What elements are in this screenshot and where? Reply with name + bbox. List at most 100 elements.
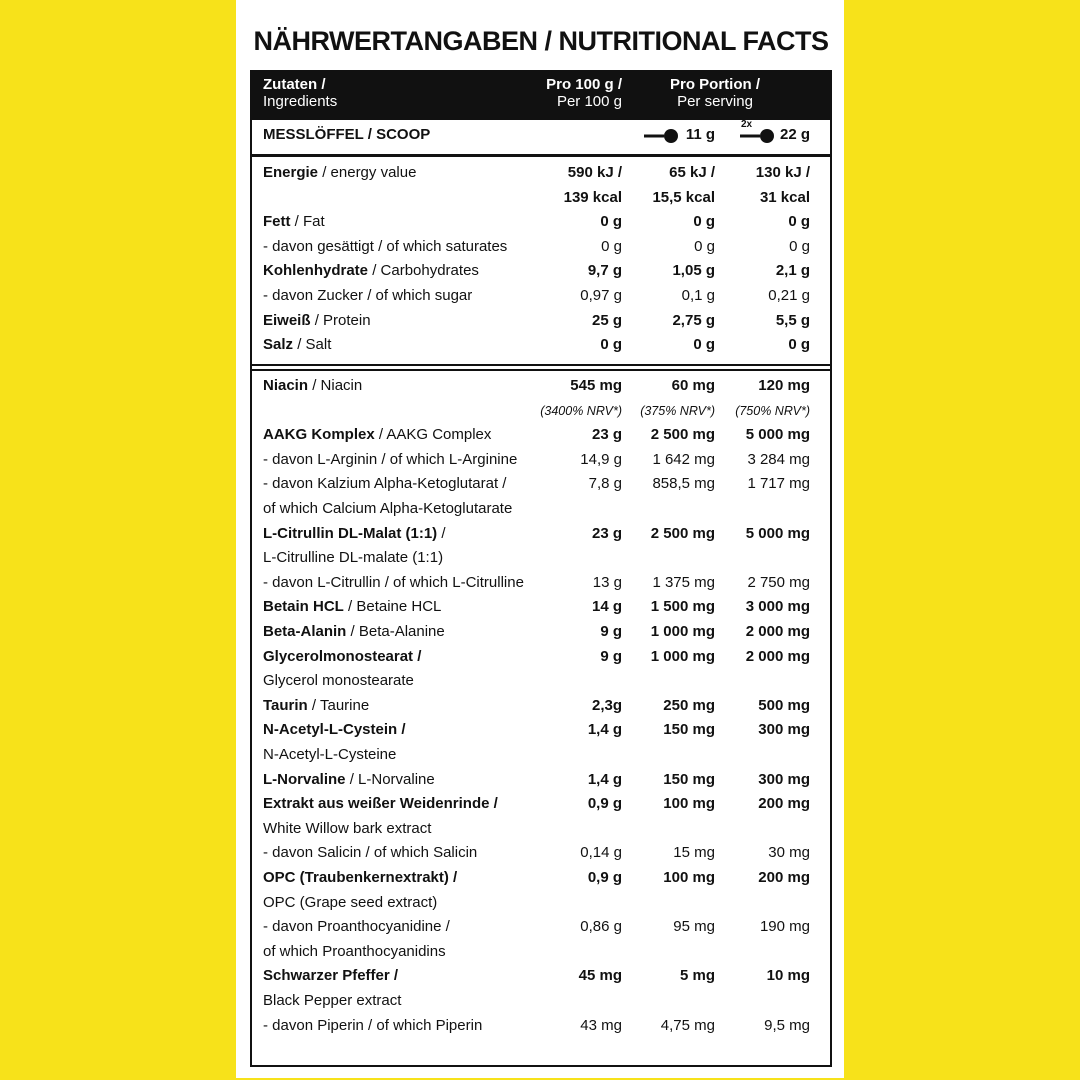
label-bold: Extrakt aus weißer Weidenrinde / [263, 795, 498, 813]
label-bold: AAKG Komplex [263, 426, 375, 444]
label-text: / Fat [294, 213, 325, 231]
row-value: 0,21 g [768, 287, 810, 304]
row-value: 0 g [788, 336, 810, 354]
row-value: 60 mg [671, 377, 715, 394]
row-label: L-Citrulline DL-malate (1:1) [263, 549, 443, 566]
row-value: 1 000 mg [650, 623, 715, 640]
label-text: of which Proanthocyanidins [263, 942, 446, 960]
label-text: of which Calcium Alpha-Ketoglutarate [263, 500, 513, 517]
label-bold: Schwarzer Pfeffer / [263, 967, 399, 985]
label-bold: Eiweiß [263, 311, 311, 329]
divider [250, 364, 832, 366]
label-text: Glycerol monostearate [263, 672, 414, 690]
row-label: Eiweiß / Protein [263, 312, 371, 329]
row-value: 31 kcal [759, 188, 810, 206]
row-value: 0,14 g [580, 844, 622, 862]
label-text: / Niacin [312, 377, 363, 394]
header-text: Per 100 g [556, 93, 622, 110]
label-text: L-Citrulline DL-malate (1:1) [263, 549, 444, 567]
label-text: / Carbohydrates [372, 262, 479, 280]
row-value: 590 kJ / [567, 164, 622, 181]
row-value: 10 mg [766, 967, 810, 985]
label-text: / Taurine [311, 696, 370, 714]
row-value: 5 000 mg [745, 524, 810, 542]
header-text: Pro Portion / [670, 76, 760, 93]
row-value: 150 mg [663, 721, 715, 739]
row-label: of which Calcium Alpha-Ketoglutarate [263, 500, 512, 517]
title: NÄHRWERTANGABEN / NUTRITIONAL FACTS [253, 26, 829, 56]
row-label: Energie / energy value [263, 164, 416, 181]
row-value: 13 g [592, 573, 622, 591]
nrv-value: (750% NRV*) [735, 403, 810, 418]
row-label: Black Pepper extract [263, 992, 401, 1009]
row-value: 23 g [591, 426, 622, 444]
label-text: OPC (Grape seed extract) [263, 893, 438, 911]
label-bold: Energie [263, 164, 319, 181]
row-value: 45 mg [578, 967, 622, 985]
row-value: 23 g [591, 524, 622, 542]
row-value: 9 g [600, 623, 622, 640]
scoop-double: 22 g [779, 126, 810, 143]
row-value: 3 284 mg [747, 450, 810, 468]
row-label: - davon L-Arginin / of which L-Arginine [263, 451, 517, 468]
row-label: - davon Zucker / of which sugar [263, 287, 472, 304]
row-label: - davon Piperin / of which Piperin [263, 1017, 482, 1034]
label-text: - davon Piperin / of which Piperin [263, 1016, 483, 1034]
row-value: 545 mg [570, 377, 622, 394]
row-value: 150 mg [663, 770, 715, 788]
row-value: 300 mg [758, 721, 810, 739]
scoop-icon [740, 129, 774, 143]
row-label: Beta-Alanin / Beta-Alanine [263, 623, 445, 640]
label-panel [236, 0, 844, 1078]
row-value: 0 g [601, 237, 622, 255]
row-label: N-Acetyl-L-Cysteine [263, 746, 396, 763]
row-value: 190 mg [759, 918, 810, 936]
row-value: 14,9 g [580, 450, 622, 468]
header-portion: Pro Portion / Per serving [640, 76, 790, 110]
label-text: - davon gesättigt / of which saturates [263, 237, 508, 255]
row-value: 100 mg [663, 795, 715, 813]
label-bold: Fett [263, 213, 291, 231]
row-value: 0 g [694, 237, 715, 255]
scoop-marker: 2x [741, 119, 753, 130]
header-bar [250, 70, 832, 120]
row-value: 139 kcal [563, 188, 622, 206]
row-value: 1,05 g [672, 262, 715, 280]
row-value: 200 mg [758, 869, 810, 886]
label-text: / AAKG Complex [378, 426, 492, 444]
row-value: 2 000 mg [745, 647, 810, 665]
row-value: 5 000 mg [745, 426, 810, 444]
divider [250, 369, 832, 371]
row-value: 1 642 mg [652, 450, 715, 468]
row-label: Taurin / Taurine [263, 697, 369, 714]
label-bold: L-Citrullin DL-Malat (1:1) [263, 524, 438, 542]
row-value: 25 g [591, 311, 622, 329]
label-text: - davon Kalzium Alpha-Ketoglutarat / [263, 475, 507, 493]
row-label: Kohlenhydrate / Carbohydrates [263, 262, 479, 279]
row-value: 0,97 g [580, 287, 622, 304]
label-bold: L-Norvaline [263, 770, 346, 788]
row-label: - davon gesättigt / of which saturates [263, 238, 507, 255]
row-label: Schwarzer Pfeffer / [263, 967, 398, 984]
row-value: 9 g [600, 647, 622, 665]
row-label: - davon L-Citrullin / of which L-Citrull… [263, 574, 524, 591]
label-bold: Betain HCL [263, 598, 344, 616]
row-value: 200 mg [758, 795, 810, 813]
row-value: 0,86 g [580, 918, 622, 936]
label-text: / Betaine HCL [348, 598, 442, 616]
row-value: 250 mg [663, 696, 715, 714]
divider [250, 154, 832, 157]
label-text: / energy value [322, 164, 417, 181]
header-ingredients: Zutaten / Ingredients [263, 76, 337, 110]
label-text: - davon L-Citrullin / of which L-Citrull… [263, 573, 524, 591]
row-value: 500 mg [758, 696, 810, 714]
header-text: Ingredients [263, 93, 338, 110]
row-label: L-Norvaline / L-Norvaline [263, 771, 435, 788]
row-label: - davon Proanthocyanidine / [263, 918, 450, 935]
scoop-single: 11 g [685, 126, 715, 143]
row-value: 0,9 g [587, 795, 622, 813]
row-label: Glycerol monostearate [263, 672, 414, 689]
nrv-value: (3400% NRV*) [540, 403, 622, 418]
row-value: 2 500 mg [650, 426, 715, 444]
